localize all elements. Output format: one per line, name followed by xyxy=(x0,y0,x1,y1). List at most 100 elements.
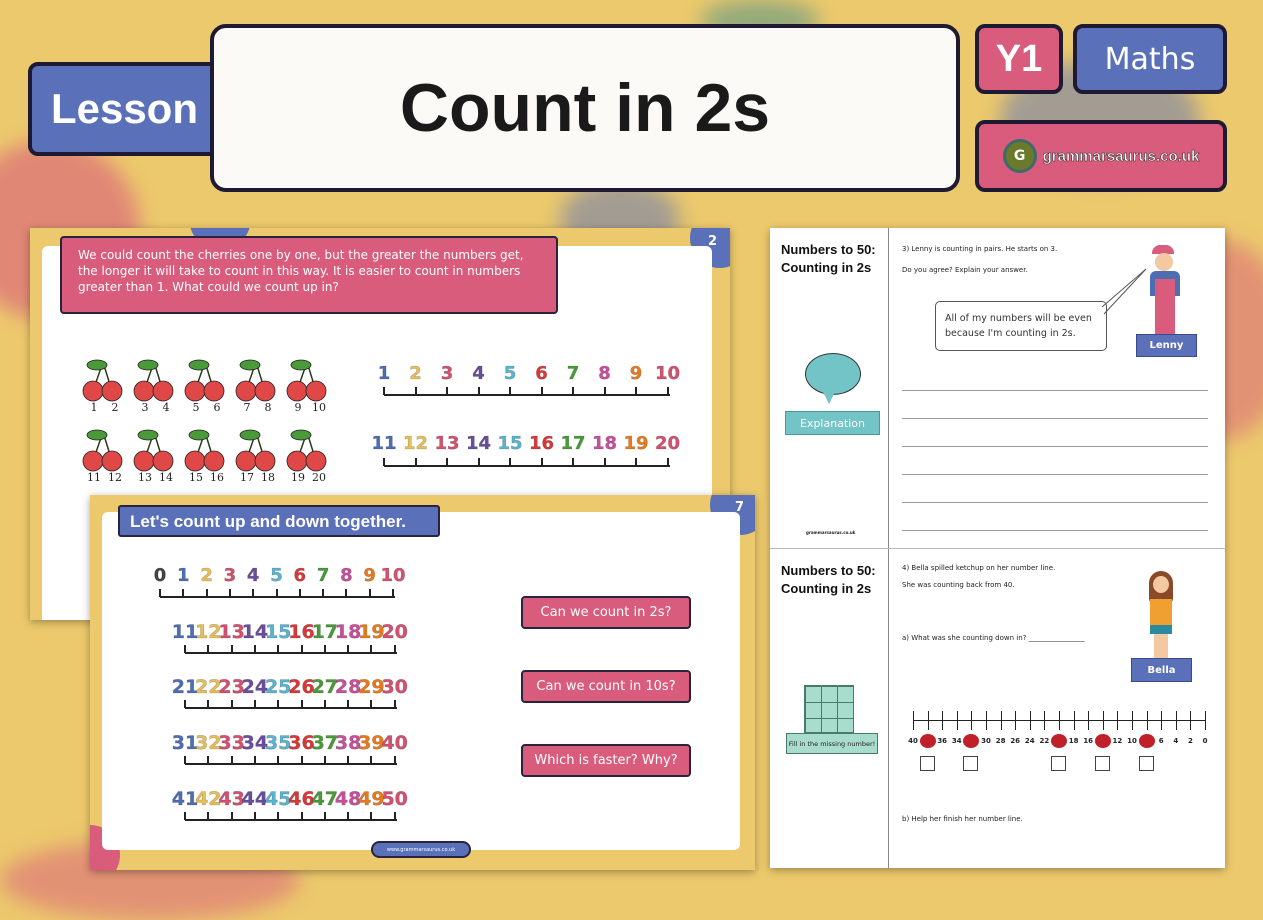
ketchup-splat-icon xyxy=(1051,734,1067,748)
tick-mark xyxy=(298,589,301,597)
tick-mark xyxy=(927,711,929,730)
tick-mark xyxy=(540,387,543,395)
number-label: 26 xyxy=(1010,737,1021,745)
tick-mark xyxy=(300,756,303,765)
tick-mark xyxy=(184,644,186,653)
lesson-label: Lesson 8 xyxy=(50,85,234,132)
question-text: 4) Bella spilled ketchup on her number l… xyxy=(902,564,1056,572)
number-line-axis xyxy=(384,465,670,467)
number-label: 24 xyxy=(1024,737,1035,745)
slide-heading: Let's count up and down together. xyxy=(118,505,440,537)
answer-line[interactable] xyxy=(902,474,1208,475)
part-b-text: b) Help her finish her number line. xyxy=(902,815,1023,823)
tick-mark xyxy=(368,589,371,597)
number-label: 46 xyxy=(288,787,315,810)
tick-mark xyxy=(1073,711,1075,730)
answer-line[interactable] xyxy=(902,390,1208,391)
number-label: 20 xyxy=(381,620,408,643)
answer-box[interactable] xyxy=(1094,756,1110,771)
answer-box[interactable] xyxy=(1138,756,1154,771)
number-label: 18 xyxy=(591,433,618,455)
cherry-pair-icon: 9 10 xyxy=(284,358,330,416)
tick-mark xyxy=(205,589,208,597)
count-in-2s-button[interactable]: Can we count in 2s? xyxy=(521,596,691,629)
number-label: 24 xyxy=(241,676,269,699)
tick-mark xyxy=(207,700,210,709)
footer-link[interactable]: www.grammarsaurus.co.uk xyxy=(371,841,471,858)
number-label: 47 xyxy=(311,787,339,810)
tick-mark xyxy=(207,756,210,765)
button-label: Can we count in 2s? xyxy=(540,605,672,620)
tick-mark xyxy=(603,458,606,466)
number-label: 0 xyxy=(153,565,167,587)
tick-mark xyxy=(1088,711,1090,730)
number-label: 27 xyxy=(311,676,339,699)
which-faster-button[interactable]: Which is faster? Why? xyxy=(521,744,691,777)
tick-mark xyxy=(300,811,303,820)
cherry-label: 3 xyxy=(141,401,149,414)
answer-line[interactable] xyxy=(902,446,1208,447)
tick-mark xyxy=(393,700,396,709)
tick-mark xyxy=(370,756,373,765)
number-label: 26 xyxy=(288,676,315,699)
year-label: Y1 xyxy=(995,37,1043,80)
number-label: 9 xyxy=(629,363,643,385)
answer-line[interactable] xyxy=(902,530,1208,531)
answer-line[interactable] xyxy=(902,418,1208,419)
brand-badge[interactable]: G grammarsaurus.co.uk xyxy=(975,120,1227,192)
tick-mark xyxy=(393,811,396,820)
number-label: 6 xyxy=(535,363,548,385)
answer-box[interactable] xyxy=(963,756,979,771)
tick-mark xyxy=(956,711,958,730)
number-label: 2 xyxy=(200,565,213,587)
ketchup-splat-icon xyxy=(1138,734,1155,748)
number-label: 6 xyxy=(293,565,307,587)
bella-character xyxy=(1146,571,1176,659)
number-label: 20 xyxy=(654,433,681,455)
number-label: 0 xyxy=(1202,737,1208,745)
tick-mark xyxy=(253,700,256,709)
tick-mark xyxy=(300,700,303,709)
number-label: 34 xyxy=(951,737,962,745)
heading-text: Let's count up and down together. xyxy=(130,512,407,531)
face-icon xyxy=(1155,253,1173,271)
number-label: 3 xyxy=(440,363,454,385)
number-label: 13 xyxy=(434,433,460,455)
cap-icon xyxy=(1152,245,1174,254)
number-label: 23 xyxy=(218,676,245,699)
tick-mark xyxy=(1175,711,1177,730)
cherry-label: 19 xyxy=(291,471,305,484)
puzzle-icon xyxy=(804,685,854,733)
tick-mark xyxy=(666,387,669,395)
number-label: 5 xyxy=(270,565,283,587)
number-label: 28 xyxy=(995,737,1006,745)
answer-box[interactable] xyxy=(1051,756,1066,771)
tick-mark xyxy=(635,387,637,395)
tick-mark xyxy=(252,589,255,597)
number-label: 2 xyxy=(1187,737,1193,745)
answer-line[interactable] xyxy=(902,502,1208,503)
title-box: Count in 2s xyxy=(210,24,960,192)
number-label: 31 xyxy=(171,732,199,755)
fill-missing-tag: Fill in the missing number! xyxy=(786,733,878,754)
tick-mark xyxy=(1000,711,1002,730)
count-in-10s-button[interactable]: Can we count in 10s? xyxy=(521,670,691,703)
number-label: 8 xyxy=(340,565,353,587)
number-label: 10 xyxy=(654,363,681,385)
number-label: 6 xyxy=(1158,737,1164,745)
number-label: 12 xyxy=(402,433,429,455)
tick-mark xyxy=(228,589,231,597)
cherry-label: 20 xyxy=(312,471,326,484)
tick-mark xyxy=(393,756,396,765)
cherry-label: 6 xyxy=(213,401,221,414)
speech-bubble-tail-icon xyxy=(823,392,835,404)
button-label: Can we count in 10s? xyxy=(536,679,676,694)
tick-mark xyxy=(1029,711,1031,730)
button-label: Which is faster? Why? xyxy=(534,753,678,768)
number-label: 18 xyxy=(1068,737,1079,745)
answer-box[interactable] xyxy=(919,756,935,771)
number-label: 15 xyxy=(264,620,292,643)
ketchup-splat-icon xyxy=(963,734,980,748)
